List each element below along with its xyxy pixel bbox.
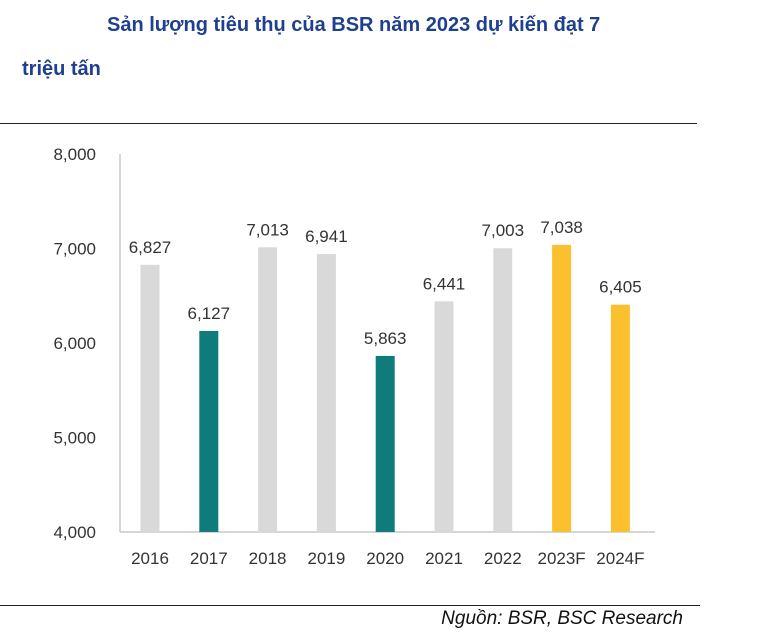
value-label-2018: 7,013 [246, 220, 289, 239]
x-tick-label-2020: 2020 [366, 549, 404, 568]
bar-2020 [375, 355, 395, 532]
value-label-2023F: 7,038 [540, 218, 583, 237]
y-tick-label: 4,000 [53, 523, 96, 542]
y-tick-label: 8,000 [53, 145, 96, 164]
bar-2019 [316, 254, 336, 532]
y-tick-label: 7,000 [53, 240, 96, 259]
bar-2016 [140, 264, 160, 532]
x-tick-label-2022: 2022 [484, 549, 522, 568]
x-tick-label-2017: 2017 [190, 549, 228, 568]
x-tick-label-2023F: 2023F [537, 549, 585, 568]
bar-2018 [258, 247, 278, 533]
value-label-2016: 6,827 [129, 238, 172, 257]
top-divider [0, 123, 697, 124]
value-label-2019: 6,941 [305, 227, 348, 246]
value-label-2021: 6,441 [423, 274, 466, 293]
value-label-2022: 7,003 [482, 221, 525, 240]
value-label-2017: 6,127 [188, 304, 231, 323]
chart-title-line1: Sản lượng tiêu thụ của BSR năm 2023 dự k… [107, 14, 601, 36]
x-tick-label-2016: 2016 [131, 549, 169, 568]
x-tick-label-2018: 2018 [249, 549, 287, 568]
bottom-divider [0, 605, 700, 606]
source-note: Nguồn: BSR, BSC Research [441, 608, 683, 629]
x-tick-label-2019: 2019 [307, 549, 345, 568]
x-tick-label-2021: 2021 [425, 549, 463, 568]
bar-2024F [610, 304, 630, 532]
bar-2023F [552, 244, 572, 532]
x-tick-label-2024F: 2024F [596, 549, 644, 568]
bar-2017 [199, 330, 219, 532]
bar-2021 [434, 301, 454, 532]
y-tick-label: 6,000 [53, 334, 96, 353]
bar-chart: 4,000 5,000 6,000 7,000 8,000 6,827 2016 6,127 2… [53, 145, 655, 568]
chart-title-line2: triệu tấn [22, 58, 101, 80]
value-label-2024F: 6,405 [599, 278, 642, 297]
y-tick-label: 5,000 [53, 429, 96, 448]
value-label-2020: 5,863 [364, 329, 407, 348]
bar-2022 [493, 248, 513, 532]
